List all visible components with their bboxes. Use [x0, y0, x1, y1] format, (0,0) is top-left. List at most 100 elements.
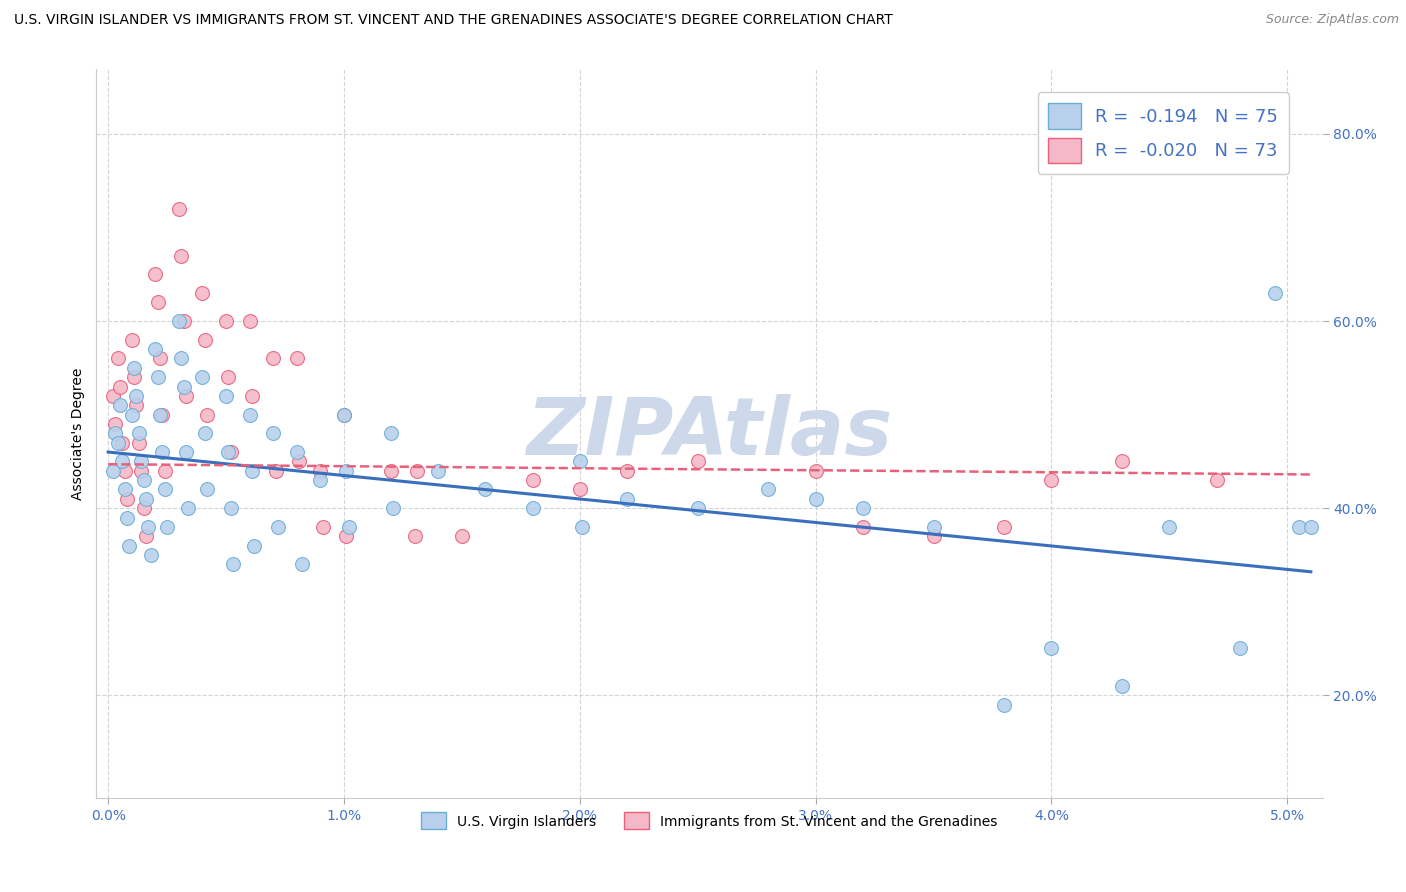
Point: [195, 408, 218, 422]
Point: [337, 520, 360, 534]
Point: [1264, 285, 1286, 300]
Point: [285, 445, 308, 459]
Point: [146, 295, 169, 310]
Point: [173, 314, 195, 328]
Point: [686, 501, 709, 516]
Point: [136, 520, 159, 534]
Point: [132, 501, 155, 516]
Point: [107, 435, 129, 450]
Point: [288, 454, 311, 468]
Point: [285, 351, 308, 366]
Point: [616, 491, 638, 506]
Point: [1229, 641, 1251, 656]
Point: [219, 501, 242, 516]
Point: [404, 529, 426, 543]
Point: [333, 408, 356, 422]
Point: [1205, 473, 1227, 487]
Point: [174, 445, 197, 459]
Point: [122, 370, 145, 384]
Point: [309, 464, 332, 478]
Point: [129, 454, 152, 468]
Point: [219, 445, 242, 459]
Point: [101, 464, 124, 478]
Point: [1159, 520, 1181, 534]
Point: [111, 454, 134, 468]
Point: [114, 483, 136, 497]
Point: [128, 426, 150, 441]
Text: Source: ZipAtlas.com: Source: ZipAtlas.com: [1265, 13, 1399, 27]
Point: [153, 483, 176, 497]
Point: [243, 539, 266, 553]
Point: [135, 529, 157, 543]
Point: [239, 314, 262, 328]
Point: [153, 464, 176, 478]
Point: [1111, 679, 1133, 693]
Point: [380, 426, 402, 441]
Point: [115, 491, 138, 506]
Point: [108, 379, 131, 393]
Point: [451, 529, 474, 543]
Legend: U.S. Virgin Islanders, Immigrants from St. Vincent and the Grenadines: U.S. Virgin Islanders, Immigrants from S…: [416, 807, 1004, 835]
Point: [125, 389, 148, 403]
Point: [121, 408, 143, 422]
Point: [1288, 520, 1310, 534]
Point: [125, 398, 148, 412]
Point: [167, 314, 190, 328]
Point: [194, 426, 217, 441]
Point: [174, 389, 197, 403]
Point: [217, 445, 239, 459]
Point: [474, 483, 496, 497]
Point: [173, 379, 195, 393]
Point: [101, 389, 124, 403]
Point: [804, 464, 827, 478]
Point: [309, 473, 332, 487]
Point: [122, 360, 145, 375]
Point: [150, 408, 173, 422]
Point: [1299, 520, 1322, 534]
Point: [143, 342, 166, 356]
Point: [143, 268, 166, 282]
Point: [382, 501, 405, 516]
Point: [170, 249, 193, 263]
Point: [129, 464, 152, 478]
Point: [616, 464, 638, 478]
Point: [114, 464, 136, 478]
Point: [993, 520, 1015, 534]
Point: [852, 520, 875, 534]
Point: [804, 491, 827, 506]
Point: [222, 558, 245, 572]
Point: [191, 285, 214, 300]
Point: [240, 464, 263, 478]
Point: [195, 483, 218, 497]
Point: [922, 529, 945, 543]
Point: [522, 473, 544, 487]
Point: [922, 520, 945, 534]
Point: [758, 483, 780, 497]
Point: [167, 202, 190, 216]
Point: [150, 445, 173, 459]
Point: [240, 389, 263, 403]
Point: [406, 464, 429, 478]
Point: [146, 370, 169, 384]
Point: [1040, 473, 1063, 487]
Point: [139, 548, 162, 562]
Point: [568, 483, 591, 497]
Point: [215, 389, 238, 403]
Point: [215, 314, 238, 328]
Point: [1040, 641, 1063, 656]
Point: [128, 435, 150, 450]
Y-axis label: Associate's Degree: Associate's Degree: [72, 368, 86, 500]
Point: [568, 454, 591, 468]
Point: [135, 491, 157, 506]
Point: [993, 698, 1015, 712]
Point: [132, 473, 155, 487]
Point: [335, 529, 357, 543]
Point: [239, 408, 262, 422]
Point: [104, 426, 127, 441]
Point: [262, 351, 284, 366]
Point: [118, 539, 141, 553]
Text: U.S. VIRGIN ISLANDER VS IMMIGRANTS FROM ST. VINCENT AND THE GRENADINES ASSOCIATE: U.S. VIRGIN ISLANDER VS IMMIGRANTS FROM …: [14, 13, 893, 28]
Point: [170, 351, 193, 366]
Point: [121, 333, 143, 347]
Point: [111, 435, 134, 450]
